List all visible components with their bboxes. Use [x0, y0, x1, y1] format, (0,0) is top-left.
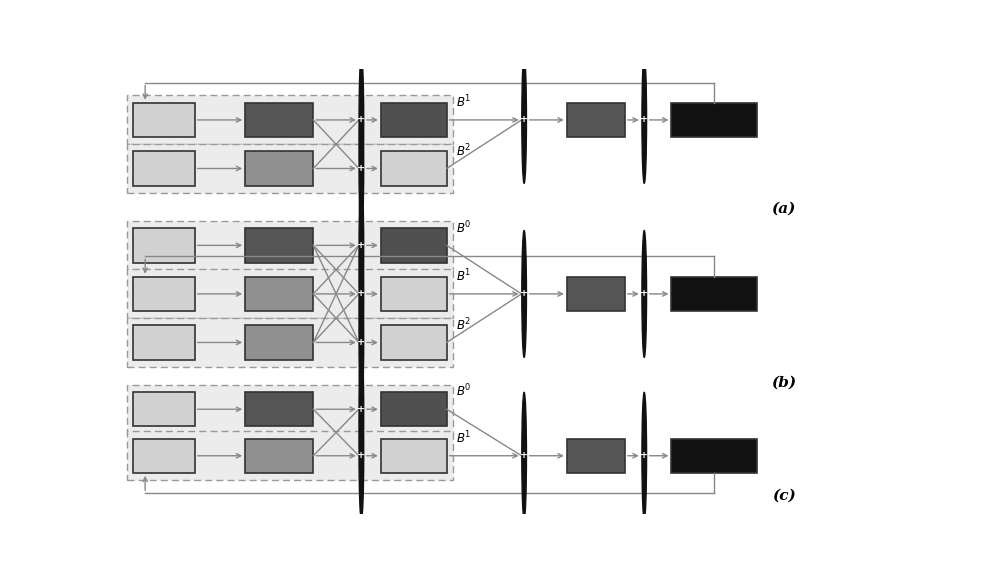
- Bar: [381, 228, 447, 262]
- Text: (b): (b): [771, 376, 796, 390]
- Bar: [127, 385, 453, 434]
- Bar: [133, 228, 195, 262]
- Bar: [133, 151, 195, 186]
- Bar: [245, 392, 313, 427]
- Bar: [671, 439, 757, 473]
- Text: +: +: [357, 338, 365, 347]
- Bar: [133, 277, 195, 311]
- Bar: [381, 392, 447, 427]
- Bar: [127, 144, 453, 193]
- Text: $B^0$: $B^0$: [456, 219, 471, 236]
- Text: $B^1$: $B^1$: [456, 268, 471, 284]
- Text: (c): (c): [772, 489, 796, 503]
- Bar: [245, 103, 313, 137]
- Text: $B^1$: $B^1$: [456, 94, 471, 110]
- Ellipse shape: [522, 231, 526, 357]
- Bar: [671, 277, 757, 311]
- Bar: [381, 325, 447, 360]
- Text: +: +: [640, 116, 648, 124]
- Bar: [245, 277, 313, 311]
- Text: +: +: [357, 116, 365, 124]
- Bar: [245, 439, 313, 473]
- Text: $B^2$: $B^2$: [456, 316, 471, 333]
- Ellipse shape: [359, 346, 364, 473]
- Bar: [133, 392, 195, 427]
- Bar: [381, 103, 447, 137]
- Text: +: +: [520, 290, 528, 298]
- Ellipse shape: [522, 392, 526, 519]
- Ellipse shape: [359, 231, 364, 357]
- Text: $B^2$: $B^2$: [456, 142, 471, 159]
- Bar: [127, 269, 453, 318]
- Ellipse shape: [642, 392, 647, 519]
- Bar: [133, 103, 195, 137]
- Bar: [127, 221, 453, 270]
- Text: +: +: [520, 451, 528, 460]
- Bar: [127, 95, 453, 144]
- Text: (a): (a): [772, 202, 796, 216]
- Text: +: +: [357, 164, 365, 173]
- Bar: [567, 103, 625, 137]
- Bar: [127, 431, 453, 480]
- Text: +: +: [357, 451, 365, 460]
- Bar: [133, 439, 195, 473]
- Bar: [245, 228, 313, 262]
- Bar: [671, 103, 757, 137]
- Bar: [245, 151, 313, 186]
- Bar: [567, 439, 625, 473]
- Text: +: +: [520, 116, 528, 124]
- Ellipse shape: [642, 57, 647, 183]
- Ellipse shape: [359, 105, 364, 232]
- Ellipse shape: [359, 57, 364, 183]
- Bar: [127, 318, 453, 367]
- Bar: [245, 325, 313, 360]
- Text: +: +: [640, 290, 648, 298]
- Ellipse shape: [359, 392, 364, 519]
- Bar: [381, 439, 447, 473]
- Ellipse shape: [359, 182, 364, 309]
- Bar: [381, 277, 447, 311]
- Text: +: +: [357, 405, 365, 414]
- Ellipse shape: [522, 57, 526, 183]
- Text: +: +: [357, 290, 365, 298]
- Text: +: +: [357, 241, 365, 250]
- Text: $B^0$: $B^0$: [456, 383, 471, 400]
- Bar: [567, 277, 625, 311]
- Bar: [381, 151, 447, 186]
- Ellipse shape: [642, 231, 647, 357]
- Bar: [133, 325, 195, 360]
- Ellipse shape: [359, 279, 364, 406]
- Text: $B^1$: $B^1$: [456, 429, 471, 446]
- Text: +: +: [640, 451, 648, 460]
